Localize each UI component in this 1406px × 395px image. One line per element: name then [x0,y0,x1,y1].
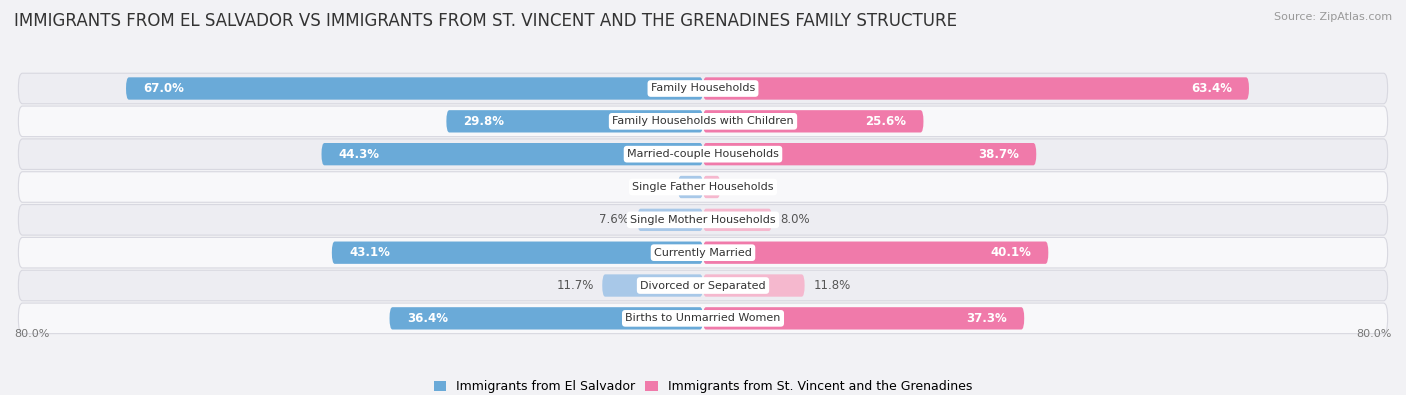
Text: 63.4%: 63.4% [1191,82,1232,95]
FancyBboxPatch shape [703,143,1036,166]
Text: 80.0%: 80.0% [14,329,49,339]
FancyBboxPatch shape [703,307,1024,329]
Text: 2.0%: 2.0% [728,181,759,194]
Text: Births to Unmarried Women: Births to Unmarried Women [626,313,780,324]
Text: 44.3%: 44.3% [339,148,380,161]
Text: Source: ZipAtlas.com: Source: ZipAtlas.com [1274,12,1392,22]
FancyBboxPatch shape [389,307,703,329]
FancyBboxPatch shape [18,303,1388,334]
FancyBboxPatch shape [18,106,1388,137]
Text: 38.7%: 38.7% [979,148,1019,161]
FancyBboxPatch shape [18,205,1388,235]
Text: Family Households: Family Households [651,83,755,94]
Text: 11.8%: 11.8% [813,279,851,292]
Text: 7.6%: 7.6% [599,213,628,226]
FancyBboxPatch shape [703,241,1049,264]
FancyBboxPatch shape [18,172,1388,202]
FancyBboxPatch shape [446,110,703,132]
FancyBboxPatch shape [703,176,720,198]
Text: Currently Married: Currently Married [654,248,752,258]
FancyBboxPatch shape [602,275,703,297]
FancyBboxPatch shape [322,143,703,166]
Text: Married-couple Households: Married-couple Households [627,149,779,159]
Text: 67.0%: 67.0% [143,82,184,95]
FancyBboxPatch shape [703,110,924,132]
FancyBboxPatch shape [18,139,1388,169]
Text: Family Households with Children: Family Households with Children [612,117,794,126]
Text: IMMIGRANTS FROM EL SALVADOR VS IMMIGRANTS FROM ST. VINCENT AND THE GRENADINES FA: IMMIGRANTS FROM EL SALVADOR VS IMMIGRANT… [14,12,957,30]
Text: 29.8%: 29.8% [464,115,505,128]
FancyBboxPatch shape [332,241,703,264]
FancyBboxPatch shape [703,77,1249,100]
Text: Single Father Households: Single Father Households [633,182,773,192]
FancyBboxPatch shape [703,275,804,297]
FancyBboxPatch shape [678,176,703,198]
Text: 80.0%: 80.0% [1357,329,1392,339]
FancyBboxPatch shape [637,209,703,231]
Legend: Immigrants from El Salvador, Immigrants from St. Vincent and the Grenadines: Immigrants from El Salvador, Immigrants … [433,380,973,393]
Text: Single Mother Households: Single Mother Households [630,215,776,225]
FancyBboxPatch shape [18,73,1388,104]
Text: 25.6%: 25.6% [865,115,907,128]
Text: 40.1%: 40.1% [990,246,1031,259]
Text: 11.7%: 11.7% [557,279,593,292]
Text: 36.4%: 36.4% [406,312,447,325]
Text: Divorced or Separated: Divorced or Separated [640,280,766,290]
Text: 2.9%: 2.9% [640,181,669,194]
FancyBboxPatch shape [18,270,1388,301]
Text: 8.0%: 8.0% [780,213,810,226]
FancyBboxPatch shape [703,209,772,231]
Text: 37.3%: 37.3% [966,312,1007,325]
FancyBboxPatch shape [127,77,703,100]
FancyBboxPatch shape [18,237,1388,268]
Text: 43.1%: 43.1% [349,246,389,259]
